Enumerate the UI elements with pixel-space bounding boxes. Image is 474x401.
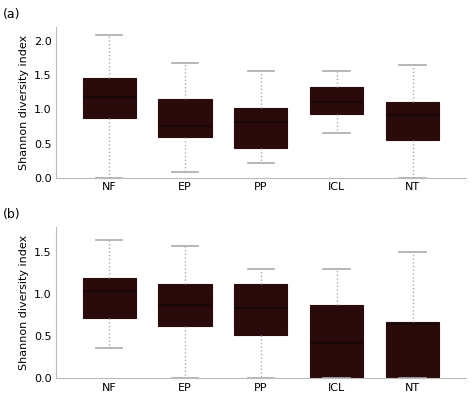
PathPatch shape [158, 284, 211, 326]
PathPatch shape [82, 78, 136, 118]
PathPatch shape [310, 87, 363, 114]
Y-axis label: Shannon diversity index: Shannon diversity index [19, 235, 29, 371]
PathPatch shape [386, 102, 439, 140]
PathPatch shape [386, 322, 439, 379]
Text: (a): (a) [3, 8, 20, 21]
PathPatch shape [82, 277, 136, 318]
PathPatch shape [234, 108, 287, 148]
PathPatch shape [158, 99, 211, 137]
Y-axis label: Shannon diversity index: Shannon diversity index [18, 35, 28, 170]
Text: (b): (b) [3, 208, 20, 221]
PathPatch shape [234, 284, 287, 335]
PathPatch shape [310, 306, 363, 379]
